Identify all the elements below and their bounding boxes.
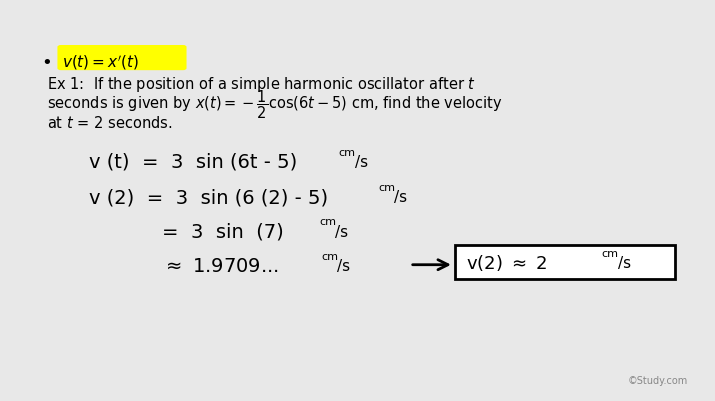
Text: /s: /s — [395, 190, 408, 205]
FancyBboxPatch shape — [57, 46, 187, 71]
Text: cm: cm — [321, 251, 338, 261]
Text: •: • — [41, 54, 52, 72]
Text: at $t$ = 2 seconds.: at $t$ = 2 seconds. — [47, 115, 172, 131]
Text: /s: /s — [337, 259, 350, 274]
Text: Ex 1:  If the position of a simple harmonic oscillator after $\mathit{t}$: Ex 1: If the position of a simple harmon… — [47, 75, 476, 94]
Text: $\mathit{v}(t) = \mathit{x}'(t)$: $\mathit{v}(t) = \mathit{x}'(t)$ — [61, 53, 139, 72]
Text: =  3  sin  (7): = 3 sin (7) — [162, 222, 284, 241]
Text: /s: /s — [355, 154, 368, 169]
FancyBboxPatch shape — [455, 245, 675, 280]
Text: cm: cm — [378, 183, 395, 193]
Text: cm: cm — [339, 147, 355, 157]
Text: seconds is given by $x(t) = -\dfrac{1}{2}\cos(6t-5)$ cm, find the velocity: seconds is given by $x(t) = -\dfrac{1}{2… — [47, 88, 503, 121]
Text: v(2) $\approx$ 2: v(2) $\approx$ 2 — [465, 252, 547, 272]
Text: v (2)  =  3  sin (6 (2) - 5): v (2) = 3 sin (6 (2) - 5) — [89, 188, 328, 207]
Text: $\approx$ 1.9709...: $\approx$ 1.9709... — [162, 257, 279, 276]
Text: cm: cm — [602, 249, 618, 259]
Text: /s: /s — [618, 255, 631, 270]
Text: cm: cm — [319, 217, 336, 227]
Text: /s: /s — [335, 224, 348, 239]
Text: v (t)  =  3  sin (6t - 5): v (t) = 3 sin (6t - 5) — [89, 152, 297, 171]
Text: ©Study.com: ©Study.com — [628, 375, 688, 385]
